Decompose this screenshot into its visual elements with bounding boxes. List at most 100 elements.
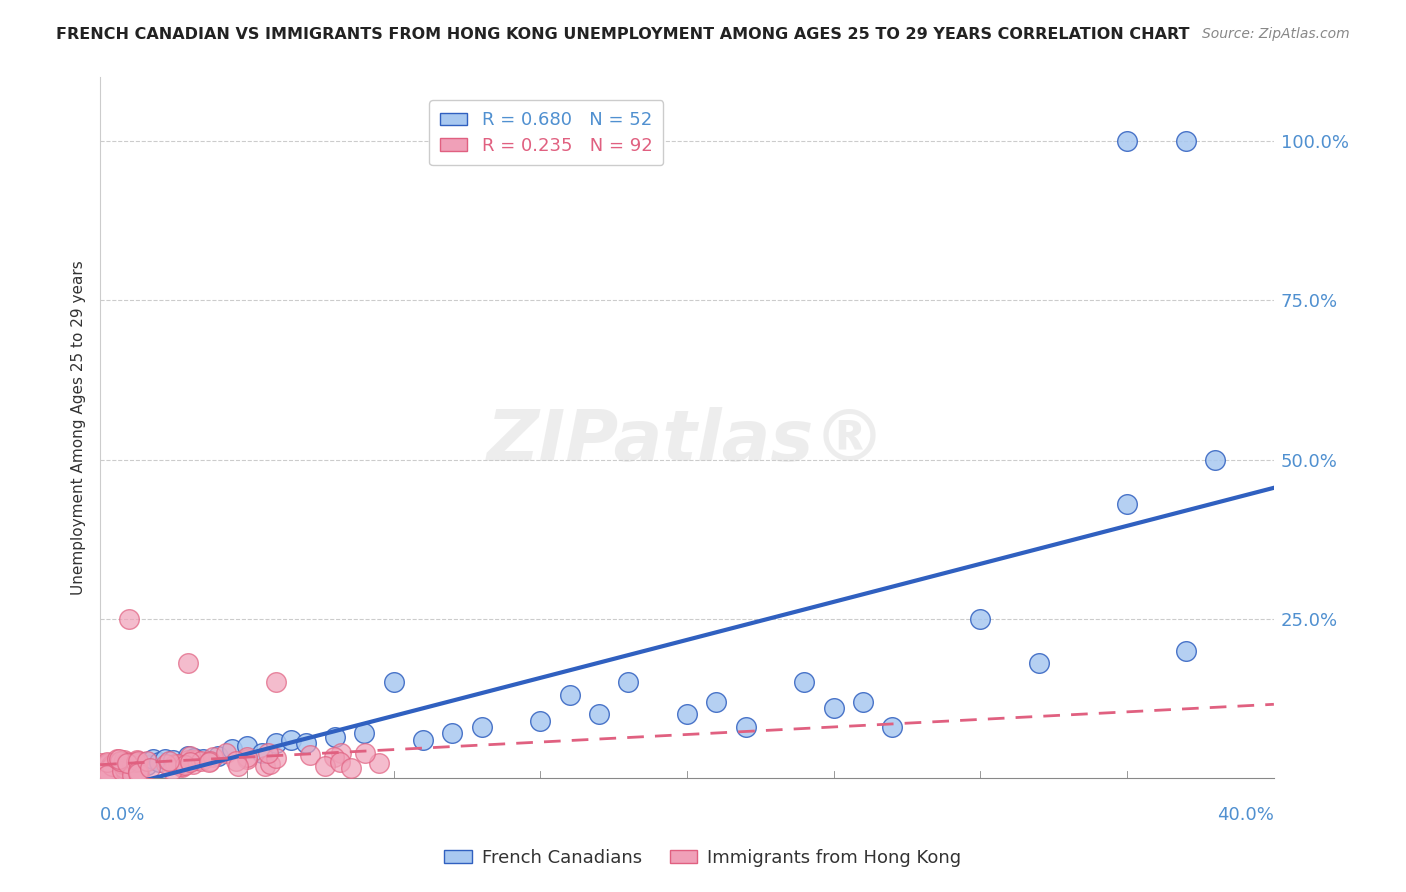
Point <box>198 754 221 768</box>
Point <box>139 761 162 775</box>
Point <box>107 758 129 772</box>
Point <box>114 761 136 775</box>
Point <box>253 758 276 772</box>
Point <box>110 761 132 775</box>
Point <box>179 755 201 769</box>
Point <box>93 765 115 780</box>
Point <box>162 753 184 767</box>
Point <box>280 732 302 747</box>
Point <box>793 675 815 690</box>
Point <box>235 752 257 766</box>
Point <box>105 752 128 766</box>
Point <box>441 726 464 740</box>
Point <box>323 730 346 744</box>
Point <box>322 749 344 764</box>
Point <box>160 763 183 777</box>
Point <box>93 759 115 773</box>
Point <box>142 752 165 766</box>
Point <box>202 750 225 764</box>
Point <box>734 720 756 734</box>
Point <box>118 612 141 626</box>
Point <box>127 753 149 767</box>
Point <box>235 750 257 764</box>
Point <box>101 756 124 771</box>
Point <box>177 657 200 671</box>
Point <box>127 754 149 768</box>
Point <box>704 695 727 709</box>
Point <box>412 732 434 747</box>
Point <box>121 767 143 781</box>
Point <box>330 746 353 760</box>
Point <box>101 758 124 772</box>
Point <box>108 752 131 766</box>
Point <box>127 766 149 780</box>
Point <box>125 756 148 770</box>
Text: FRENCH CANADIAN VS IMMIGRANTS FROM HONG KONG UNEMPLOYMENT AMONG AGES 25 TO 29 YE: FRENCH CANADIAN VS IMMIGRANTS FROM HONG … <box>56 27 1189 42</box>
Point <box>823 701 845 715</box>
Point <box>197 756 219 770</box>
Point <box>177 748 200 763</box>
Point <box>882 720 904 734</box>
Point <box>118 761 141 775</box>
Point <box>115 756 138 770</box>
Point <box>100 763 122 777</box>
Point <box>94 758 117 772</box>
Point <box>264 751 287 765</box>
Point <box>103 756 125 771</box>
Point <box>166 756 188 771</box>
Point <box>90 763 112 777</box>
Point <box>176 753 198 767</box>
Point <box>226 758 249 772</box>
Point <box>969 612 991 626</box>
Point <box>100 763 122 777</box>
Point <box>115 755 138 769</box>
Point <box>122 760 145 774</box>
Point <box>98 766 121 780</box>
Point <box>172 756 194 771</box>
Point <box>96 764 118 778</box>
Point <box>127 764 149 779</box>
Point <box>103 766 125 780</box>
Point <box>97 761 120 775</box>
Point <box>183 750 205 764</box>
Point <box>179 749 201 764</box>
Point <box>135 754 157 768</box>
Point <box>529 714 551 728</box>
Point <box>90 763 112 777</box>
Text: 0.0%: 0.0% <box>100 806 145 824</box>
Point <box>118 758 141 772</box>
Point <box>221 742 243 756</box>
Point <box>259 756 281 771</box>
Point <box>1174 134 1197 148</box>
Point <box>329 755 352 769</box>
Point <box>155 756 177 771</box>
Point <box>101 757 124 772</box>
Point <box>111 764 134 778</box>
Point <box>170 758 193 772</box>
Point <box>159 754 181 768</box>
Point <box>97 763 120 777</box>
Point <box>264 736 287 750</box>
Point <box>91 766 114 780</box>
Point <box>100 757 122 772</box>
Point <box>617 675 640 690</box>
Point <box>225 755 247 769</box>
Point <box>1028 657 1050 671</box>
Point <box>165 756 187 771</box>
Point <box>97 767 120 781</box>
Point <box>250 746 273 760</box>
Point <box>382 675 405 690</box>
Legend: French Canadians, Immigrants from Hong Kong: French Canadians, Immigrants from Hong K… <box>437 842 969 874</box>
Point <box>215 747 238 761</box>
Point <box>111 756 134 770</box>
Point <box>1116 497 1139 511</box>
Point <box>1174 643 1197 657</box>
Point <box>98 760 121 774</box>
Point <box>207 748 229 763</box>
Point <box>676 707 699 722</box>
Point <box>588 707 610 722</box>
Point <box>104 759 127 773</box>
Point <box>93 764 115 778</box>
Point <box>314 759 336 773</box>
Point <box>299 748 322 763</box>
